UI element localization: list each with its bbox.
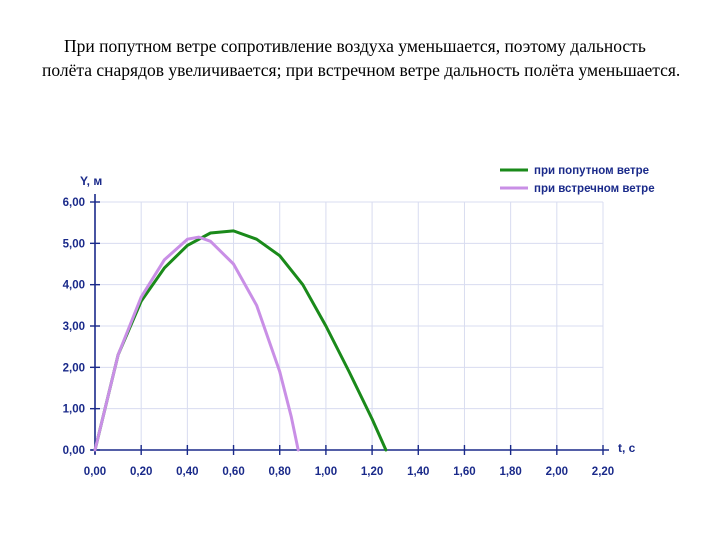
y-tick-label: 5,00	[63, 238, 85, 250]
x-tick-label: 1,40	[407, 466, 429, 478]
x-tick-label: 0,20	[130, 466, 152, 478]
y-tick-label: 1,00	[63, 404, 85, 416]
x-tick-label: 1,60	[453, 466, 475, 478]
caption-text: При попутном ветре сопротивление воздуха…	[42, 36, 681, 80]
y-tick-label: 2,00	[63, 362, 85, 374]
x-tick-label: 0,60	[222, 466, 244, 478]
x-tick-label: 0,00	[84, 466, 106, 478]
legend-label-2: при встречном ветре	[534, 183, 655, 195]
x-tick-label: 0,80	[269, 466, 291, 478]
y-tick-label: 4,00	[63, 280, 85, 292]
y-tick-label: 6,00	[63, 197, 85, 209]
x-tick-label: 0,40	[176, 466, 198, 478]
y-axis-title: Y, м	[80, 174, 102, 188]
series-line-2	[93, 235, 300, 452]
x-tick-label: 1,20	[361, 466, 383, 478]
y-tick-label: 0,00	[63, 445, 85, 457]
series-line-1	[93, 229, 388, 452]
legend-label-1: при попутном ветре	[534, 165, 649, 177]
x-tick-label: 1,00	[315, 466, 337, 478]
x-axis-title: t, с	[618, 441, 636, 455]
y-tick-label: 3,00	[63, 321, 85, 333]
x-tick-label: 2,20	[592, 466, 614, 478]
x-tick-label: 1,80	[499, 466, 521, 478]
x-tick-label: 2,00	[546, 466, 568, 478]
